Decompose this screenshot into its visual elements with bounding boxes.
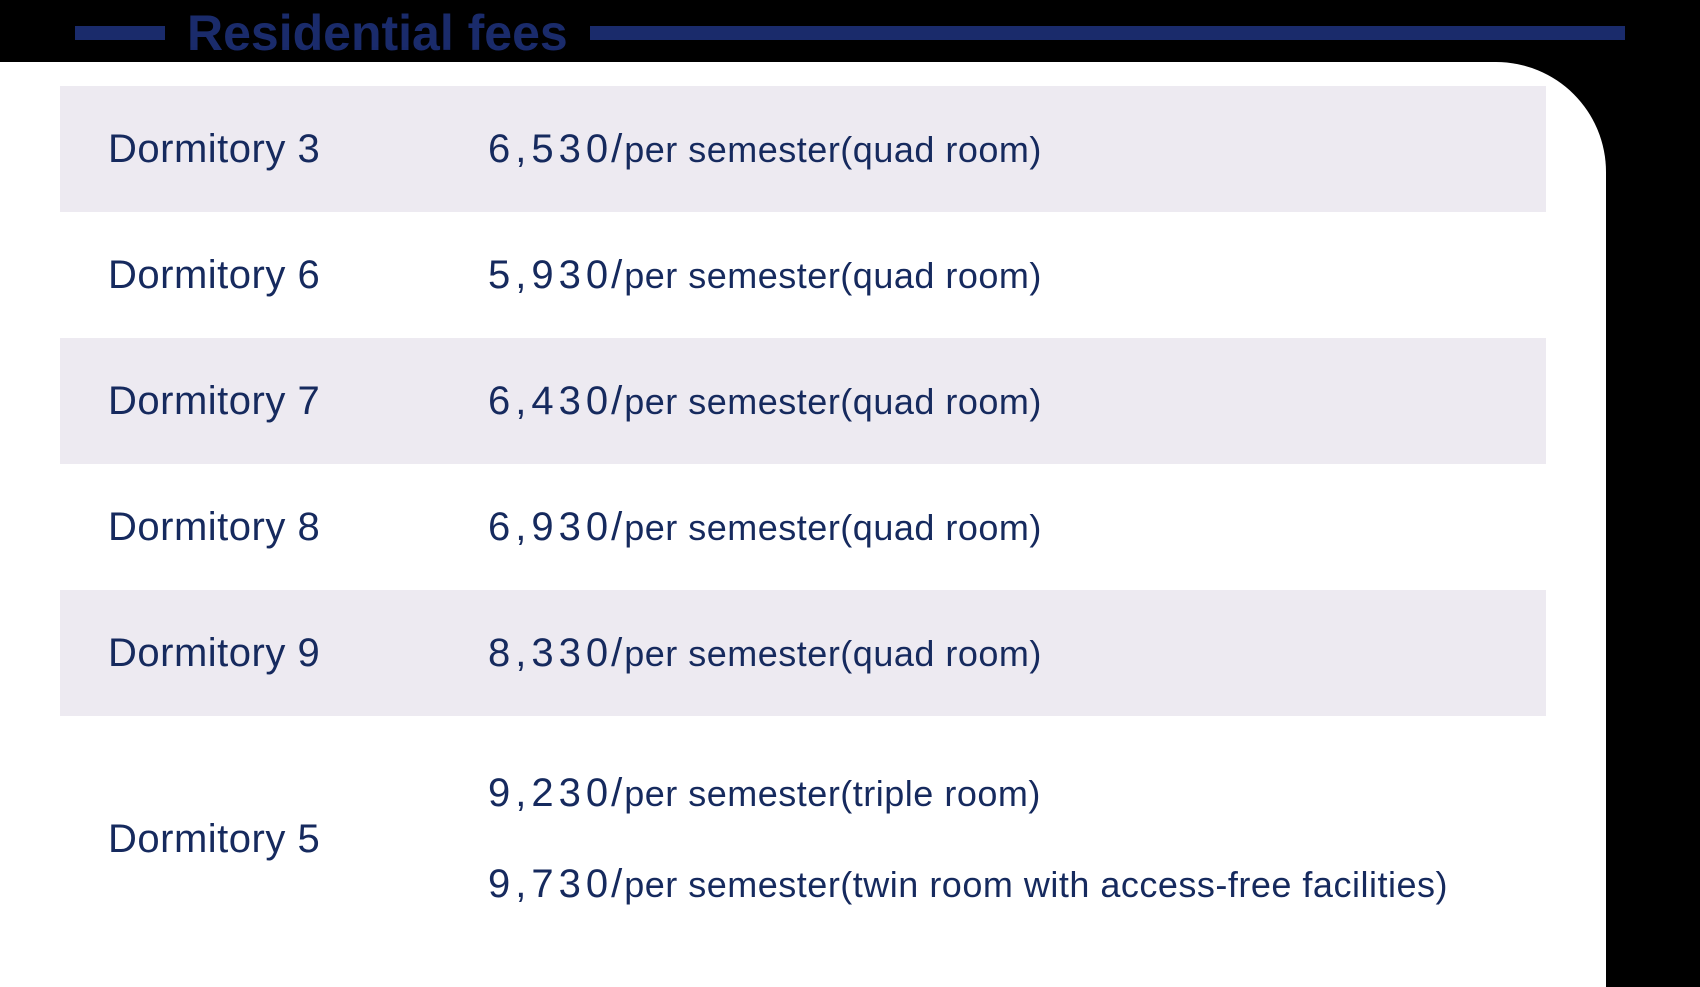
table-row: Dormitory 76,430/per semester(quad room) bbox=[60, 338, 1546, 464]
fee-separator: / bbox=[611, 771, 622, 816]
fee-description: per semester(quad room) bbox=[624, 633, 1042, 675]
fee-item: 6,930/per semester(quad room) bbox=[488, 505, 1498, 550]
table-row: Dormitory 65,930/per semester(quad room) bbox=[60, 212, 1546, 338]
dorm-name: Dormitory 3 bbox=[108, 127, 488, 172]
fee-list: 8,330/per semester(quad room) bbox=[488, 603, 1498, 704]
fee-amount: 6,430 bbox=[488, 379, 613, 424]
fee-description: per semester(quad room) bbox=[624, 129, 1042, 171]
dorm-name: Dormitory 6 bbox=[108, 253, 488, 298]
fee-separator: / bbox=[611, 127, 622, 172]
fee-item: 5,930/per semester(quad room) bbox=[488, 253, 1498, 298]
fee-list: 6,930/per semester(quad room) bbox=[488, 477, 1498, 578]
fee-amount: 8,330 bbox=[488, 631, 613, 676]
fees-table: Dormitory 36,530/per semester(quad room)… bbox=[60, 86, 1546, 962]
fee-amount: 6,530 bbox=[488, 127, 613, 172]
fee-list: 6,430/per semester(quad room) bbox=[488, 351, 1498, 452]
dorm-name: Dormitory 7 bbox=[108, 379, 488, 424]
fee-amount: 5,930 bbox=[488, 253, 613, 298]
fee-amount: 9,730 bbox=[488, 862, 613, 907]
section-title: Residential fees bbox=[165, 4, 590, 62]
fee-amount: 9,230 bbox=[488, 771, 613, 816]
fee-separator: / bbox=[611, 862, 622, 907]
table-row: Dormitory 36,530/per semester(quad room) bbox=[60, 86, 1546, 212]
fee-separator: / bbox=[611, 379, 622, 424]
fee-description: per semester(quad room) bbox=[624, 507, 1042, 549]
fee-item: 9,230/per semester(triple room) bbox=[488, 771, 1498, 816]
fee-separator: / bbox=[611, 253, 622, 298]
fee-separator: / bbox=[611, 505, 622, 550]
fee-list: 9,230/per semester(triple room)9,730/per… bbox=[488, 743, 1498, 935]
fee-item: 9,730/per semester(twin room with access… bbox=[488, 862, 1498, 907]
fee-item: 8,330/per semester(quad room) bbox=[488, 631, 1498, 676]
section-header: Residential fees bbox=[75, 8, 1625, 58]
dorm-name: Dormitory 8 bbox=[108, 505, 488, 550]
dorm-name: Dormitory 5 bbox=[108, 817, 488, 862]
fee-description: per semester(quad room) bbox=[624, 255, 1042, 297]
fee-list: 5,930/per semester(quad room) bbox=[488, 225, 1498, 326]
dorm-name: Dormitory 9 bbox=[108, 631, 488, 676]
fee-description: per semester(quad room) bbox=[624, 381, 1042, 423]
table-row: Dormitory 86,930/per semester(quad room) bbox=[60, 464, 1546, 590]
fee-description: per semester(twin room with access-free … bbox=[624, 864, 1448, 906]
fee-item: 6,430/per semester(quad room) bbox=[488, 379, 1498, 424]
fee-description: per semester(triple room) bbox=[624, 773, 1041, 815]
fee-amount: 6,930 bbox=[488, 505, 613, 550]
fee-item: 6,530/per semester(quad room) bbox=[488, 127, 1498, 172]
table-row: Dormitory 98,330/per semester(quad room) bbox=[60, 590, 1546, 716]
table-row: Dormitory 59,230/per semester(triple roo… bbox=[60, 716, 1546, 962]
header-bar-right bbox=[590, 26, 1625, 40]
fee-list: 6,530/per semester(quad room) bbox=[488, 99, 1498, 200]
fees-card: Dormitory 36,530/per semester(quad room)… bbox=[0, 62, 1606, 987]
fee-separator: / bbox=[611, 631, 622, 676]
header-bar-left bbox=[75, 26, 165, 40]
